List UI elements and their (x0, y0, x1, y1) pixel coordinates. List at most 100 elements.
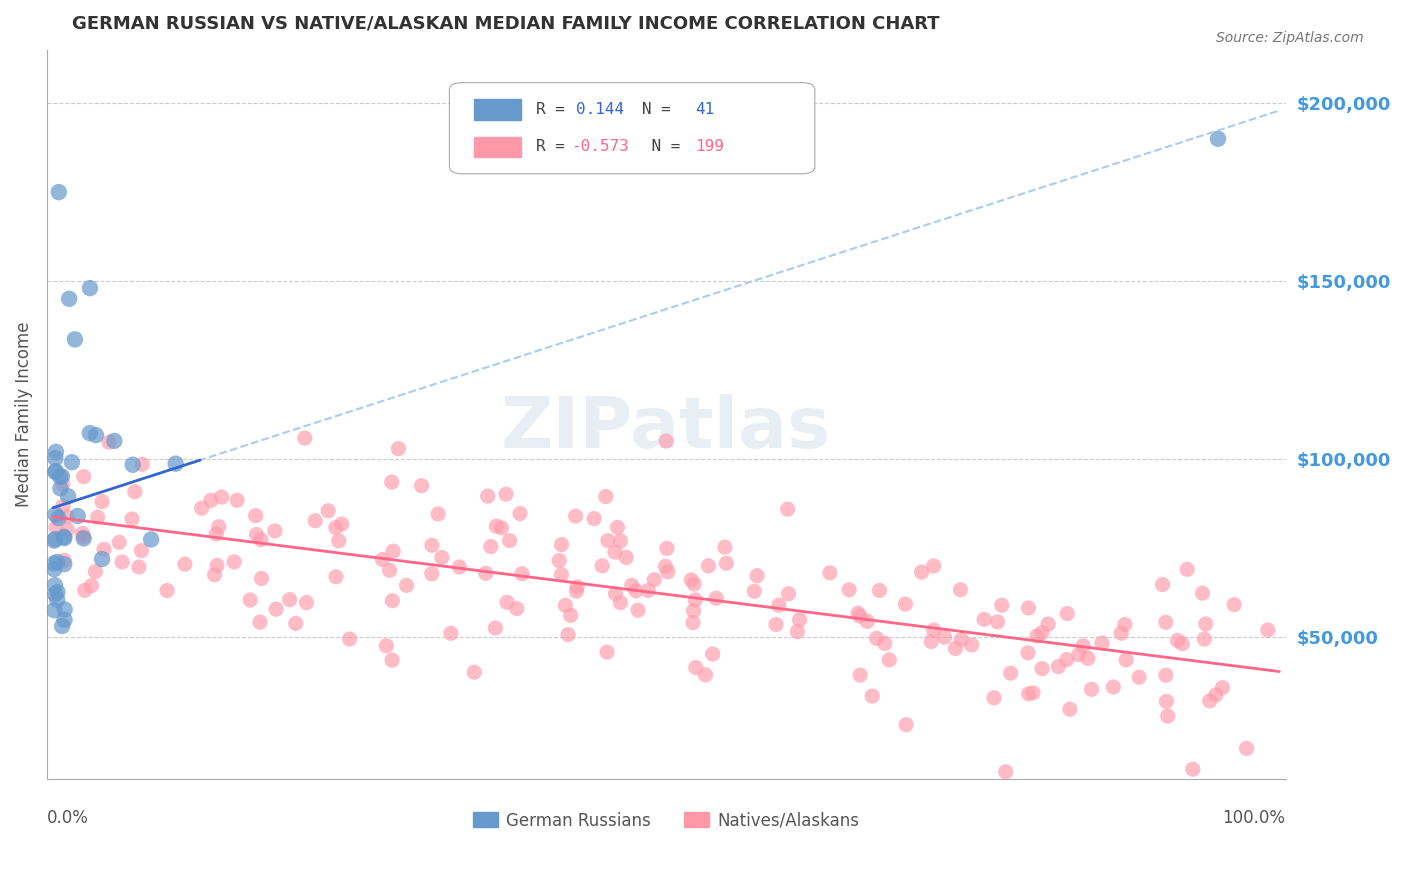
Natives/Alaskans (550, 538, 572, 552)
Natives/Alaskans (294, 431, 316, 445)
Bar (474, 136, 522, 157)
Natives/Alaskans (395, 578, 418, 592)
Natives/Alaskans (86, 510, 108, 524)
Natives/Alaskans (440, 626, 463, 640)
Natives/Alaskans (620, 578, 643, 592)
Natives/Alaskans (565, 584, 588, 599)
Natives/Alaskans (1115, 653, 1137, 667)
German Russians (121, 458, 143, 472)
German Russians (44, 508, 66, 522)
German Russians (46, 593, 69, 607)
Natives/Alaskans (818, 566, 841, 580)
Natives/Alaskans (381, 594, 404, 608)
Natives/Alaskans (786, 624, 808, 639)
Natives/Alaskans (1167, 633, 1189, 648)
Natives/Alaskans (1109, 626, 1132, 640)
Natives/Alaskans (1056, 607, 1078, 621)
Text: 41: 41 (695, 102, 714, 117)
Natives/Alaskans (1022, 686, 1045, 700)
German Russians (53, 531, 76, 545)
Natives/Alaskans (205, 558, 228, 573)
Natives/Alaskans (328, 533, 350, 548)
German Russians (48, 511, 70, 525)
Natives/Alaskans (80, 579, 103, 593)
FancyBboxPatch shape (450, 83, 815, 174)
Natives/Alaskans (1026, 629, 1049, 643)
Natives/Alaskans (1056, 653, 1078, 667)
German Russians (60, 455, 83, 469)
Natives/Alaskans (224, 555, 246, 569)
Natives/Alaskans (53, 553, 76, 567)
Natives/Alaskans (264, 602, 287, 616)
Natives/Alaskans (226, 493, 249, 508)
Natives/Alaskans (950, 632, 973, 647)
Y-axis label: Median Family Income: Median Family Income (15, 322, 32, 508)
Natives/Alaskans (849, 668, 872, 682)
Natives/Alaskans (655, 434, 678, 448)
Natives/Alaskans (108, 535, 131, 549)
Natives/Alaskans (554, 599, 576, 613)
Natives/Alaskans (1017, 601, 1039, 615)
Natives/Alaskans (922, 558, 945, 573)
Natives/Alaskans (776, 502, 799, 516)
Natives/Alaskans (894, 597, 917, 611)
Natives/Alaskans (643, 573, 665, 587)
Natives/Alaskans (1017, 646, 1039, 660)
Natives/Alaskans (411, 478, 433, 492)
Natives/Alaskans (550, 567, 572, 582)
Natives/Alaskans (131, 543, 153, 558)
Natives/Alaskans (657, 565, 679, 579)
Natives/Alaskans (477, 489, 499, 503)
German Russians (45, 445, 67, 459)
Natives/Alaskans (548, 553, 571, 567)
Natives/Alaskans (98, 435, 121, 450)
Natives/Alaskans (745, 568, 768, 582)
Natives/Alaskans (983, 690, 1005, 705)
Natives/Alaskans (1236, 741, 1258, 756)
German Russians (1206, 132, 1229, 146)
Natives/Alaskans (920, 634, 942, 648)
Natives/Alaskans (295, 596, 318, 610)
German Russians (44, 603, 66, 617)
Text: 100.0%: 100.0% (1222, 809, 1285, 827)
Natives/Alaskans (1171, 637, 1194, 651)
Natives/Alaskans (246, 527, 269, 541)
German Russians (49, 469, 72, 483)
Natives/Alaskans (420, 538, 443, 552)
German Russians (103, 434, 125, 448)
Natives/Alaskans (449, 560, 471, 574)
Natives/Alaskans (304, 514, 326, 528)
German Russians (53, 530, 76, 544)
German Russians (79, 281, 101, 295)
Text: R =        N =: R = N = (536, 102, 710, 117)
Text: 0.144: 0.144 (576, 102, 624, 117)
German Russians (48, 185, 70, 199)
Natives/Alaskans (91, 494, 114, 508)
Natives/Alaskans (609, 596, 631, 610)
Natives/Alaskans (73, 469, 96, 483)
Natives/Alaskans (339, 632, 361, 646)
Natives/Alaskans (877, 653, 900, 667)
German Russians (51, 469, 73, 483)
Natives/Alaskans (325, 520, 347, 534)
Natives/Alaskans (509, 507, 531, 521)
Natives/Alaskans (596, 645, 619, 659)
Natives/Alaskans (1154, 668, 1177, 682)
Natives/Alaskans (430, 550, 453, 565)
Natives/Alaskans (124, 484, 146, 499)
Natives/Alaskans (484, 621, 506, 635)
German Russians (91, 552, 114, 566)
Natives/Alaskans (239, 593, 262, 607)
Natives/Alaskans (945, 641, 967, 656)
Text: 199: 199 (695, 139, 724, 154)
Natives/Alaskans (960, 638, 983, 652)
Natives/Alaskans (564, 509, 586, 524)
Natives/Alaskans (174, 557, 197, 571)
German Russians (44, 533, 66, 548)
Natives/Alaskans (605, 587, 627, 601)
Natives/Alaskans (1031, 625, 1053, 640)
Natives/Alaskans (205, 527, 228, 541)
Natives/Alaskans (1195, 617, 1218, 632)
Natives/Alaskans (93, 542, 115, 557)
Natives/Alaskans (567, 580, 589, 594)
